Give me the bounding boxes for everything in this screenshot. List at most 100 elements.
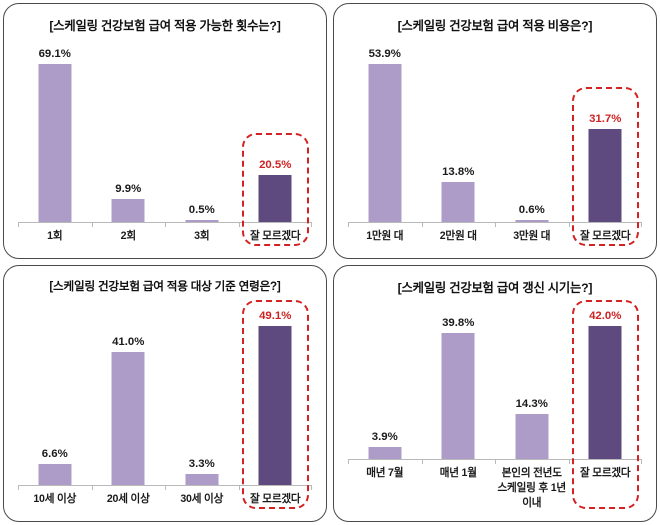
category-label: 매년 7월 xyxy=(366,467,404,479)
bar xyxy=(368,446,402,459)
axis-tick xyxy=(348,222,349,227)
axis-tick xyxy=(238,485,240,490)
bar-value-label: 41.0% xyxy=(112,336,145,349)
plot-area: 6.6% 41.0% 3.3% 49.1% 10세 이상 20세 이상 30세 이상 잘 모르… xyxy=(18,300,312,511)
bar-value-label: 69.1% xyxy=(38,48,71,60)
bar-value-label: 31.7% xyxy=(589,113,622,126)
axis-tick xyxy=(421,222,423,227)
bar xyxy=(185,474,219,485)
bar-group: 39.8% xyxy=(422,300,496,459)
category-label: 20세 이상 xyxy=(106,493,150,505)
axis-tick xyxy=(568,222,570,227)
axis-tick xyxy=(641,222,642,227)
chart-title: [스케일링 건강보험 급여 적용 가능한 횟수는?] xyxy=(49,19,281,33)
bar-value-label: 49.1% xyxy=(259,310,292,322)
bar-value-label: 53.9% xyxy=(368,48,401,60)
axis-tick xyxy=(421,459,423,464)
bar-group: 3.3% xyxy=(165,300,239,485)
category-labels: 10세 이상 20세 이상 30세 이상 잘 모르겠다 xyxy=(18,492,312,507)
category-label: 1만원 대 xyxy=(366,230,404,242)
bar-group: 20.5% xyxy=(239,38,313,222)
category-label: 본인의 전년도 스케일링 후 1년 이내 xyxy=(497,467,567,509)
bar-series: 6.6% 41.0% 3.3% 49.1% xyxy=(18,300,312,485)
axis-tick xyxy=(91,485,93,490)
plot-area: 53.9% 13.8% 0.6% 31.7% 1만원 대 2만원 대 3만원 대 잘 모르겠다 xyxy=(348,38,642,248)
bar-group: 6.6% xyxy=(18,300,92,485)
bar-group: 49.1% xyxy=(239,300,313,485)
bar-value-label: 39.8% xyxy=(442,316,475,329)
chart-title: [스케일링 건강보험 급여 적용 대상 기준 연령은?] xyxy=(49,280,281,293)
bar xyxy=(185,219,219,222)
axis-tick xyxy=(311,485,312,490)
bar-value-label: 3.3% xyxy=(188,458,215,471)
axis-tick xyxy=(568,459,570,464)
chart-title: [스케일링 건강보험 급여 갱신 시기는?] xyxy=(397,281,593,295)
bar-group: 13.8% xyxy=(422,38,496,222)
bar-value-label: 3.9% xyxy=(371,430,398,443)
bar xyxy=(111,199,145,222)
category-labels: 1만원 대 2만원 대 3만원 대 잘 모르겠다 xyxy=(348,229,642,244)
category-label: 3만원 대 xyxy=(513,230,551,242)
bar-series: 69.1% 9.9% 0.5% 20.5% xyxy=(18,38,312,222)
category-label: 1회 xyxy=(47,230,63,242)
bar xyxy=(38,463,72,485)
bar-group: 41.0% xyxy=(92,300,166,485)
bar-value-label: 42.0% xyxy=(589,310,622,322)
axis-tick xyxy=(165,485,166,490)
chart-title: [스케일링 건강보험 급여 적용 비용은?] xyxy=(397,19,593,33)
bar xyxy=(38,64,72,222)
category-label: 2회 xyxy=(120,230,136,242)
axis-tick xyxy=(641,459,642,464)
bar xyxy=(368,64,402,222)
category-label: 30세 이상 xyxy=(180,493,224,505)
plot-area: 3.9% 39.8% 14.3% 42.0% 매년 7월 매년 1월 본인의 전년도 스케일링… xyxy=(348,300,642,511)
chart-panel-cost: [스케일링 건강보험 급여 적용 비용은?] 53.9% 13.8% 0.6% 31.… xyxy=(333,3,657,259)
axis-tick xyxy=(238,222,240,227)
bar-group: 69.1% xyxy=(18,38,92,222)
axis-tick xyxy=(18,222,19,227)
bar-value-label: 14.3% xyxy=(515,397,548,410)
category-label: 잘 모르겠다 xyxy=(250,230,301,242)
bar-series: 3.9% 39.8% 14.3% 42.0% xyxy=(348,300,642,459)
bar-highlighted xyxy=(588,129,622,222)
bar-group: 3.9% xyxy=(348,300,422,459)
category-labels: 매년 7월 매년 1월 본인의 전년도 스케일링 후 1년 이내 잘 모르겠다 xyxy=(348,466,642,511)
axis-tick xyxy=(348,459,349,464)
axis-tick xyxy=(91,222,93,227)
category-label: 잘 모르겠다 xyxy=(580,230,631,242)
axis-tick xyxy=(165,222,166,227)
bar-group: 9.9% xyxy=(92,38,166,222)
chart-panel-renewal: [스케일링 건강보험 급여 갱신 시기는?] 3.9% 39.8% 14.3% 42.… xyxy=(333,265,657,522)
bar-group: 31.7% xyxy=(569,38,643,222)
bar-value-label: 0.6% xyxy=(518,203,545,216)
category-labels: 1회 2회 3회 잘 모르겠다 xyxy=(18,229,312,244)
bar-group: 53.9% xyxy=(348,38,422,222)
category-label: 10세 이상 xyxy=(33,493,77,505)
category-label: 매년 1월 xyxy=(439,467,477,479)
bar-value-label: 6.6% xyxy=(41,447,68,460)
axis-tick xyxy=(495,222,496,227)
bar-value-label: 13.8% xyxy=(442,165,475,178)
plot-area: 69.1% 9.9% 0.5% 20.5% 1회 2회 3회 잘 모르겠다 xyxy=(18,38,312,248)
bar xyxy=(441,181,475,222)
bar-group: 14.3% xyxy=(495,300,569,459)
category-label: 잘 모르겠다 xyxy=(250,493,301,505)
bar xyxy=(515,219,549,222)
bar-highlighted xyxy=(258,326,292,485)
bar xyxy=(111,352,145,485)
bar-highlighted xyxy=(258,175,292,222)
axis-tick xyxy=(311,222,312,227)
bar-group: 0.6% xyxy=(495,38,569,222)
category-label: 3회 xyxy=(194,230,210,242)
bar-value-label: 0.5% xyxy=(188,203,215,216)
bar-value-label: 20.5% xyxy=(259,159,292,172)
axis-tick xyxy=(18,485,19,490)
bar xyxy=(441,332,475,459)
chart-panel-age: [스케일링 건강보험 급여 적용 대상 기준 연령은?] 6.6% 41.0% 3.… xyxy=(3,265,327,522)
bar-group: 0.5% xyxy=(165,38,239,222)
bar-series: 53.9% 13.8% 0.6% 31.7% xyxy=(348,38,642,222)
category-label: 2만원 대 xyxy=(439,230,477,242)
bar xyxy=(515,413,549,459)
bar-highlighted xyxy=(588,326,622,459)
